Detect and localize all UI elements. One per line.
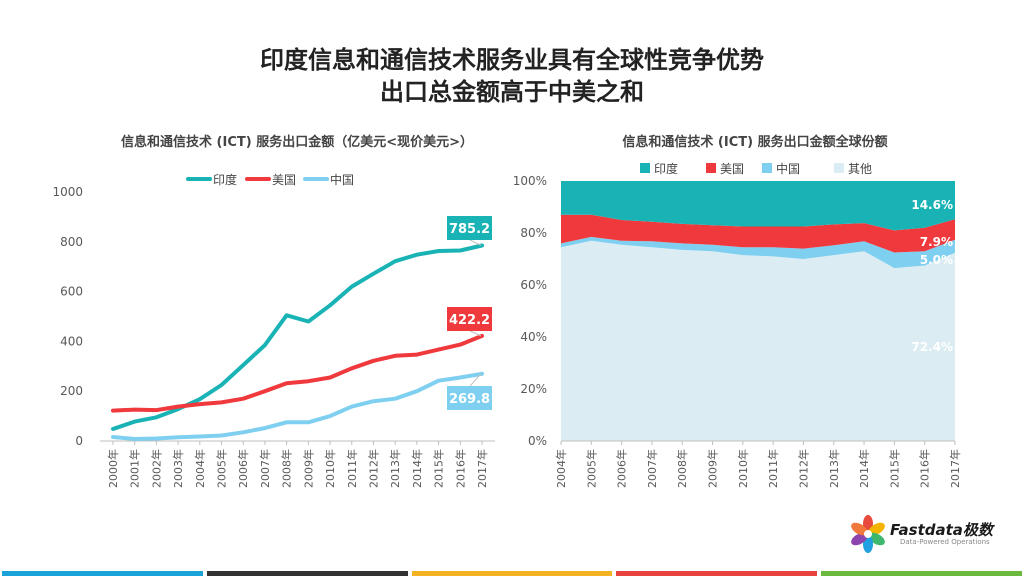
- footer-segment: [616, 571, 818, 576]
- x-tick-label: 2005年: [584, 449, 598, 488]
- x-tick-label: 2017年: [948, 449, 962, 488]
- chart1-title: 信息和通信技术 (ICT) 服务出口金额（亿美元<现价美元>）: [121, 134, 473, 150]
- x-tick-label: 2013年: [827, 449, 841, 488]
- logo-center: [864, 530, 872, 538]
- legend-label-0: 印度: [213, 172, 237, 187]
- logo-petal: [851, 532, 868, 546]
- x-tick-label: 2004年: [193, 449, 207, 488]
- chart2-title: 信息和通信技术 (ICT) 服务出口金额全球份额: [622, 134, 887, 150]
- legend-label-3: 其他: [848, 162, 872, 176]
- legend-label-2: 中国: [776, 161, 800, 176]
- x-tick-label: 2016年: [453, 449, 467, 488]
- x-tick-label: 2008年: [280, 449, 294, 488]
- brand-tagline: Data-Powered Operations: [900, 538, 990, 546]
- data-label-2: 7.9%: [920, 235, 953, 249]
- x-tick-label: 2004年: [554, 449, 568, 488]
- area-1: [561, 236, 955, 269]
- x-tick-label: 2008年: [675, 449, 689, 488]
- data-label-leader: [469, 239, 482, 246]
- data-label-0: 785.2: [449, 222, 490, 237]
- data-label-box-2: [447, 386, 492, 410]
- x-tick-label: 2015年: [432, 449, 446, 488]
- y-tick-label: 80%: [520, 226, 547, 240]
- x-tick-label: 2003年: [171, 449, 185, 488]
- y-tick-label: 600: [60, 285, 83, 299]
- y-tick-label: 200: [60, 384, 83, 398]
- legend-swatch-3: [834, 163, 844, 173]
- page-title-line2: 出口总金额高于中美之和: [380, 78, 644, 106]
- legend-label-1: 美国: [272, 173, 296, 187]
- x-tick-label: 2009年: [706, 449, 720, 488]
- x-tick-label: 2014年: [410, 449, 424, 488]
- data-label-2: 269.8: [449, 392, 490, 407]
- data-label-1: 422.2: [449, 313, 490, 328]
- area-0: [561, 240, 955, 441]
- y-tick-label: 0%: [528, 434, 547, 448]
- area-2: [561, 214, 955, 253]
- x-tick-label: 2001年: [128, 449, 142, 488]
- x-tick-label: 2013年: [388, 449, 402, 488]
- brand-name: Fastdata极数: [890, 521, 993, 539]
- x-tick-label: 2005年: [215, 449, 229, 488]
- data-label-box-0: [447, 216, 492, 240]
- y-tick-label: 400: [60, 334, 83, 348]
- x-tick-label: 2010年: [323, 449, 337, 488]
- footer-segment: [821, 571, 1022, 576]
- legend-swatch-0: [640, 163, 650, 173]
- y-tick-label: 0: [75, 434, 83, 448]
- x-tick-label: 2017年: [475, 449, 489, 488]
- x-tick-label: 2011年: [766, 449, 780, 488]
- x-tick-label: 2010年: [736, 449, 750, 488]
- y-tick-label: 1000: [52, 185, 83, 199]
- data-label-3: 14.6%: [911, 198, 953, 212]
- footer-segment: [411, 571, 613, 576]
- y-tick-label: 60%: [520, 278, 547, 292]
- y-tick-label: 40%: [520, 330, 547, 344]
- logo-flower-icon: [851, 515, 885, 553]
- y-tick-label: 100%: [513, 174, 547, 188]
- x-tick-label: 2012年: [366, 449, 380, 488]
- series-line-0: [111, 243, 484, 431]
- x-tick-label: 2014年: [857, 449, 871, 488]
- data-label-1: 5.0%: [920, 253, 953, 267]
- area-3: [561, 181, 955, 231]
- x-tick-label: 2006年: [615, 449, 629, 488]
- x-tick-label: 2011年: [345, 449, 359, 488]
- legend-label-1: 美国: [720, 162, 744, 176]
- x-tick-label: 2007年: [645, 449, 659, 488]
- y-tick-label: 800: [60, 235, 83, 249]
- legend-label-0: 印度: [654, 161, 678, 176]
- x-tick-label: 2016年: [918, 449, 932, 488]
- data-label-0: 72.4%: [911, 340, 953, 354]
- x-tick-label: 2009年: [301, 449, 315, 488]
- data-label-box-1: [447, 307, 492, 331]
- x-tick-label: 2000年: [106, 449, 120, 488]
- data-label-leader: [469, 373, 482, 387]
- series-line-1: [111, 333, 484, 413]
- legend-swatch-2: [762, 163, 772, 173]
- page-title-line1: 印度信息和通信技术服务业具有全球性竞争优势: [260, 46, 764, 74]
- data-label-leader: [469, 330, 482, 337]
- x-tick-label: 2006年: [236, 449, 250, 488]
- x-tick-label: 2007年: [258, 449, 272, 488]
- footer-segment: [2, 571, 203, 576]
- logo-petal: [868, 522, 885, 536]
- brand-logo: Fastdata极数 Data-Powered Operations: [848, 514, 998, 554]
- y-tick-label: 20%: [520, 382, 547, 396]
- series-line-2: [111, 371, 484, 441]
- legend-swatch-1: [706, 163, 716, 173]
- x-tick-label: 2015年: [887, 449, 901, 488]
- legend-label-2: 中国: [330, 172, 354, 187]
- logo-petal: [851, 522, 868, 536]
- x-tick-label: 2012年: [796, 449, 810, 488]
- footer-segment: [206, 571, 408, 576]
- x-tick-label: 2002年: [149, 449, 163, 488]
